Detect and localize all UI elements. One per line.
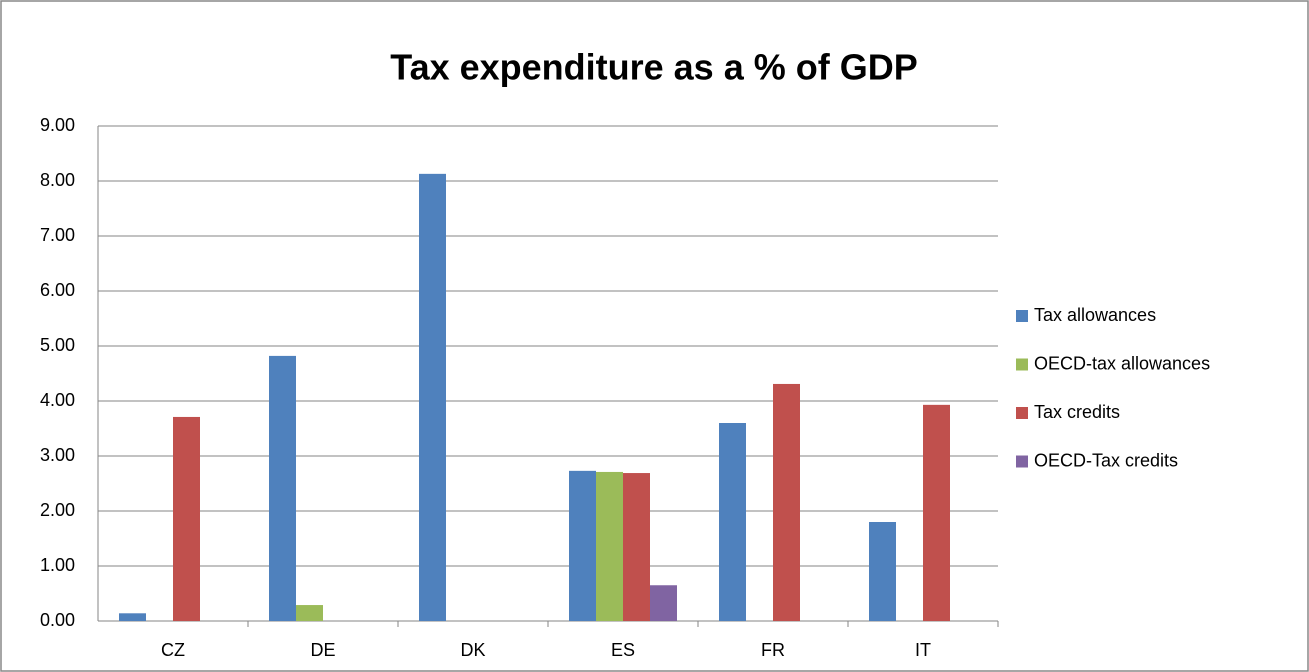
bar — [923, 404, 950, 621]
bar — [269, 355, 296, 621]
legend-label: OECD-Tax credits — [1034, 450, 1178, 470]
bar — [773, 383, 800, 621]
bar — [719, 423, 746, 621]
bar — [623, 473, 650, 621]
legend-label: Tax credits — [1034, 402, 1120, 422]
legend-swatch — [1016, 407, 1028, 419]
y-tick-label: 1.00 — [40, 555, 75, 575]
y-tick-label: 2.00 — [40, 500, 75, 520]
y-tick-label: 6.00 — [40, 280, 75, 300]
bar — [569, 470, 596, 621]
bar — [419, 173, 446, 621]
y-tick-label: 9.00 — [40, 115, 75, 135]
bar — [173, 416, 200, 621]
y-tick-label: 3.00 — [40, 445, 75, 465]
legend-label: Tax allowances — [1034, 305, 1156, 325]
chart-title: Tax expenditure as a % of GDP — [390, 47, 917, 88]
bar — [119, 613, 146, 621]
bar — [596, 471, 623, 621]
x-tick-label: ES — [611, 640, 635, 660]
y-tick-label: 8.00 — [40, 170, 75, 190]
legend-swatch — [1016, 455, 1028, 468]
y-tick-label: 4.00 — [40, 390, 75, 410]
bar — [869, 522, 896, 621]
x-tick-label: CZ — [161, 640, 185, 660]
x-tick-label: DK — [460, 640, 485, 660]
legend-swatch — [1016, 310, 1028, 322]
x-tick-label: FR — [761, 640, 785, 660]
legend-label: OECD-tax allowances — [1034, 353, 1210, 373]
legend-swatch — [1016, 358, 1028, 371]
y-tick-label: 0.00 — [40, 610, 75, 630]
bar — [296, 605, 323, 621]
x-tick-label: DE — [310, 640, 335, 660]
y-tick-label: 7.00 — [40, 225, 75, 245]
y-tick-label: 5.00 — [40, 335, 75, 355]
bar — [650, 585, 677, 621]
x-tick-label: IT — [915, 640, 931, 660]
